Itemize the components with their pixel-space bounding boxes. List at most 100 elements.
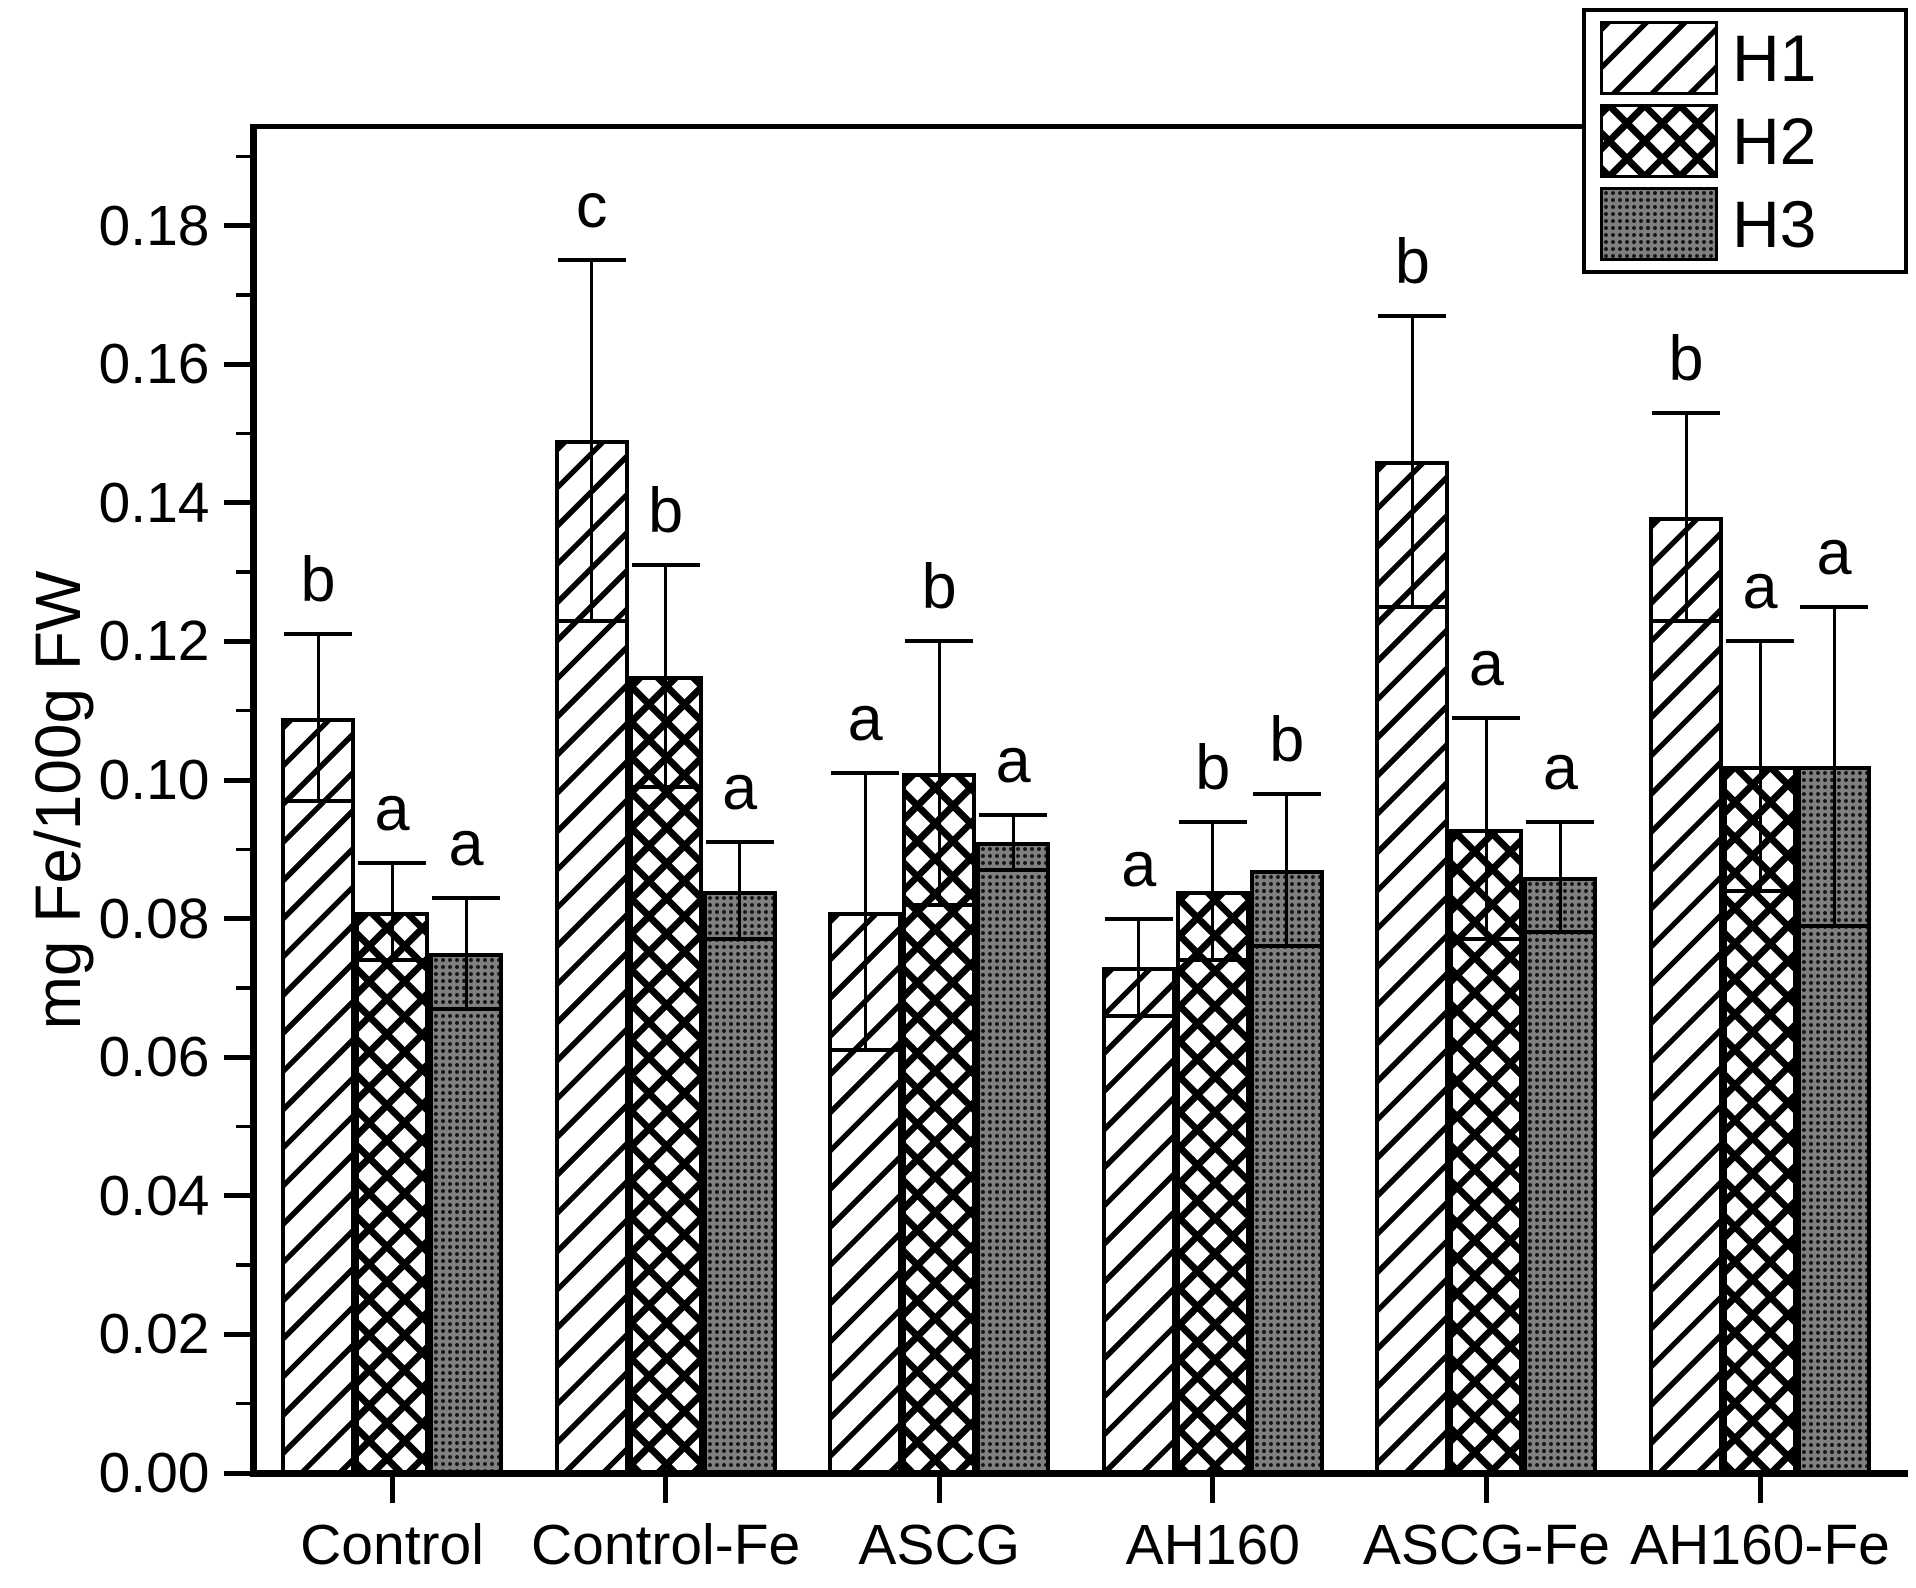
significance-letter: a: [847, 684, 883, 755]
bar-h3-ah160: [1249, 870, 1324, 1475]
legend-entry-h1: H1: [1586, 21, 1904, 95]
y-tick-label: 0.06: [98, 1025, 210, 1090]
error-bar-line: [1137, 918, 1141, 1016]
legend-label-h3: H3: [1732, 187, 1817, 261]
error-bar-cap-bottom: [1252, 944, 1321, 949]
error-bar-line: [590, 260, 594, 621]
error-bar-line: [664, 565, 668, 787]
bar-h3-control: [429, 953, 503, 1475]
x-major-tick: [389, 1476, 395, 1503]
error-bar-line: [1285, 793, 1289, 947]
error-bar-cap-bottom: [1526, 930, 1595, 935]
x-tick-label: ASCG: [858, 1512, 1020, 1577]
error-bar-line: [738, 842, 742, 940]
error-bar-cap-top: [284, 632, 352, 637]
significance-letter: b: [1394, 226, 1430, 297]
error-bar-cap-bottom: [705, 937, 774, 942]
error-bar-cap-bottom: [1800, 923, 1868, 928]
significance-letter: a: [448, 808, 484, 879]
y-tick-label: 0.00: [98, 1441, 210, 1505]
error-bar-cap-bottom: [284, 798, 352, 803]
error-bar-cap-bottom: [979, 868, 1048, 873]
y-major-tick: [223, 777, 250, 783]
error-bar-cap-bottom: [1652, 618, 1720, 623]
x-tick-label: AH160: [1125, 1512, 1300, 1577]
error-bar-line: [1758, 641, 1762, 891]
significance-letter: a: [1468, 628, 1504, 699]
y-minor-tick: [235, 847, 250, 852]
significance-letter: a: [722, 753, 758, 824]
error-bar-cap-top: [557, 258, 626, 263]
y-major-tick: [223, 1054, 250, 1060]
error-bar-cap-bottom: [1452, 937, 1521, 942]
error-bar-cap-top: [358, 861, 426, 866]
x-tick-label: Control-Fe: [530, 1512, 801, 1577]
error-bar-cap-bottom: [1178, 958, 1247, 963]
bar-h2-ah160: [1175, 890, 1250, 1475]
bar-h3-ascg: [976, 842, 1051, 1475]
significance-letter: a: [1121, 829, 1157, 900]
y-major-tick: [223, 500, 250, 506]
error-bar-cap-top: [1252, 791, 1321, 796]
significance-letter: c: [575, 171, 608, 242]
y-axis-line: [249, 123, 257, 1477]
legend-swatch-h1-diagonal-hatch: [1600, 21, 1718, 95]
x-major-tick: [1757, 1476, 1763, 1503]
y-minor-tick: [235, 431, 250, 436]
error-bar-line: [937, 641, 941, 905]
error-bar-line: [863, 773, 867, 1051]
y-major-tick: [223, 1193, 250, 1199]
error-bar-cap-bottom: [1378, 604, 1447, 609]
y-major-tick: [223, 1470, 250, 1476]
bar-h1-ascg-fe: [1375, 461, 1450, 1475]
error-bar-cap-top: [1452, 715, 1521, 720]
legend-label-h2: H2: [1732, 104, 1817, 178]
bar-h1-ascg: [828, 911, 903, 1475]
significance-letter: a: [1816, 517, 1852, 588]
error-bar-line: [316, 634, 320, 801]
y-major-tick: [223, 638, 250, 644]
y-tick-label: 0.10: [98, 748, 210, 812]
error-bar-line: [1211, 821, 1215, 961]
x-tick-label: Control: [300, 1512, 484, 1577]
error-bar-cap-bottom: [358, 958, 426, 963]
y-major-tick: [223, 223, 250, 229]
error-bar-line: [1684, 412, 1688, 621]
y-major-tick: [223, 1331, 250, 1337]
error-bar-cap-top: [831, 771, 900, 776]
bar-h1-control-fe: [554, 440, 629, 1475]
error-bar-cap-bottom: [905, 902, 974, 907]
significance-letter: b: [1269, 704, 1305, 775]
legend-entry-h3: H3: [1586, 187, 1904, 261]
significance-letter: b: [1195, 732, 1231, 803]
legend-label-h1: H1: [1732, 21, 1817, 95]
legend: H1 H2 H3: [1582, 8, 1908, 274]
significance-letter: b: [300, 545, 336, 616]
error-bar-cap-top: [905, 639, 974, 644]
legend-swatch-h2-crosshatch: [1600, 104, 1718, 178]
y-minor-tick: [235, 1124, 250, 1129]
bar-h2-ah160-fe: [1723, 766, 1797, 1475]
bar-h3-ascg-fe: [1523, 877, 1598, 1475]
y-minor-tick: [235, 1401, 250, 1406]
error-bar-cap-top: [979, 812, 1048, 817]
error-bar-cap-top: [1104, 916, 1173, 921]
error-bar-cap-top: [1526, 819, 1595, 824]
y-minor-tick: [235, 154, 250, 159]
bar-h1-control: [281, 717, 355, 1475]
bar-h1-ah160: [1101, 967, 1176, 1475]
x-tick-label: ASCG-Fe: [1362, 1512, 1610, 1577]
error-bar-cap-top: [1652, 410, 1720, 415]
significance-letter: b: [1668, 323, 1704, 394]
y-minor-tick: [235, 293, 250, 297]
x-major-tick: [936, 1476, 942, 1503]
y-tick-label: 0.08: [98, 886, 210, 951]
x-axis-line: [249, 1469, 1908, 1477]
y-minor-tick: [235, 708, 250, 713]
error-bar-cap-bottom: [831, 1048, 900, 1053]
error-bar-line: [1484, 717, 1488, 940]
error-bar-line: [1410, 315, 1414, 607]
error-bar-cap-top: [1378, 313, 1447, 318]
bar-h2-control-fe: [628, 676, 703, 1475]
error-bar-line: [1558, 821, 1562, 933]
